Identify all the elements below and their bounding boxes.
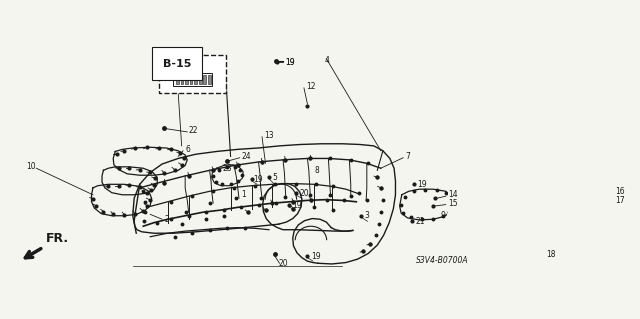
Text: 5: 5 bbox=[273, 173, 277, 182]
Text: 6: 6 bbox=[185, 145, 190, 154]
Text: 19: 19 bbox=[417, 180, 427, 189]
Text: 19: 19 bbox=[292, 201, 301, 210]
Text: 15: 15 bbox=[449, 199, 458, 208]
Text: 23: 23 bbox=[222, 164, 232, 173]
Text: 8: 8 bbox=[314, 166, 319, 175]
Text: 19: 19 bbox=[285, 57, 294, 67]
Bar bbox=[180, 75, 184, 85]
Bar bbox=[173, 72, 212, 86]
Text: S3V4-B0700A: S3V4-B0700A bbox=[416, 256, 468, 265]
Text: 17: 17 bbox=[615, 196, 625, 205]
Text: 12: 12 bbox=[306, 82, 316, 91]
Text: 14: 14 bbox=[449, 190, 458, 199]
Text: 10: 10 bbox=[26, 162, 36, 171]
Text: 1: 1 bbox=[241, 190, 246, 199]
Bar bbox=[185, 75, 188, 85]
Text: 20: 20 bbox=[278, 259, 288, 268]
Text: 11: 11 bbox=[173, 58, 183, 68]
Bar bbox=[176, 75, 179, 85]
Text: B-15: B-15 bbox=[163, 58, 191, 69]
Text: 3: 3 bbox=[365, 211, 370, 220]
Bar bbox=[208, 75, 211, 85]
Bar bbox=[159, 55, 226, 93]
Bar bbox=[204, 75, 206, 85]
Text: 13: 13 bbox=[264, 131, 274, 140]
Text: 9: 9 bbox=[440, 211, 445, 220]
Text: 19: 19 bbox=[285, 57, 294, 67]
Text: FR.: FR. bbox=[45, 232, 68, 245]
Bar bbox=[195, 75, 197, 85]
Text: 19: 19 bbox=[253, 175, 262, 184]
Text: 16: 16 bbox=[615, 187, 625, 196]
Text: 21: 21 bbox=[416, 217, 425, 226]
Text: 2: 2 bbox=[164, 215, 169, 224]
Text: 20: 20 bbox=[299, 189, 308, 198]
Bar bbox=[199, 75, 202, 85]
Bar bbox=[189, 75, 193, 85]
Text: 7: 7 bbox=[405, 152, 410, 161]
Text: 4: 4 bbox=[325, 56, 330, 65]
Text: 22: 22 bbox=[189, 126, 198, 135]
Text: 19: 19 bbox=[311, 252, 321, 261]
Text: 24: 24 bbox=[241, 152, 251, 161]
Text: 18: 18 bbox=[547, 250, 556, 259]
